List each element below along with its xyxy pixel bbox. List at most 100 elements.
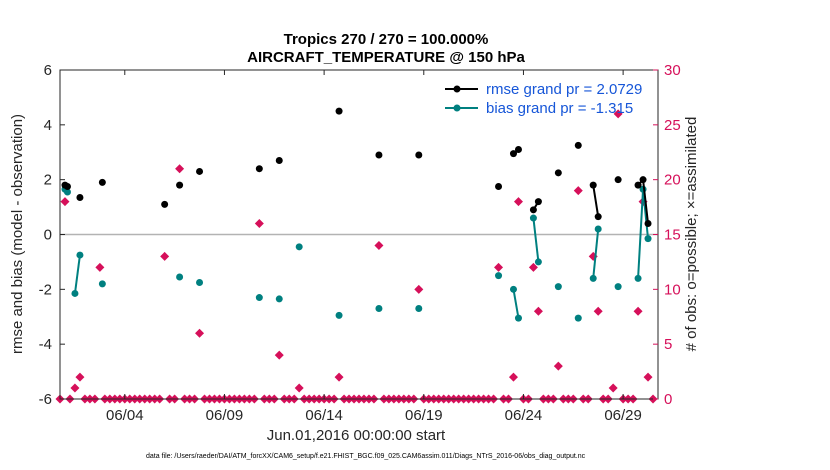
rmse-point — [514, 146, 522, 154]
x-tick-label: 06/14 — [305, 407, 343, 424]
obs-count-marker — [70, 383, 80, 393]
rmse-line — [592, 184, 600, 217]
data-file-footer: data file: /Users/raeder/DAI/ATM_forcXX/… — [146, 453, 586, 460]
rmse-point — [634, 181, 642, 189]
chart-title: Tropics 270 / 270 = 100.000% — [284, 31, 489, 48]
obs-count-marker — [528, 262, 538, 272]
rmse-point — [554, 169, 562, 177]
rmse-point — [644, 220, 652, 228]
obs-count-marker — [513, 197, 523, 207]
rmse-point — [594, 213, 602, 221]
x-tick-label: 06/09 — [206, 407, 244, 424]
y-tick-label: 0 — [44, 227, 52, 244]
obs-count-marker — [334, 372, 344, 382]
chart-subtitle: AIRCRAFT_TEMPERATURE @ 150 hPa — [247, 49, 525, 66]
bias-series — [61, 185, 652, 322]
y-tick-label: 4 — [44, 117, 52, 134]
obs-count-marker — [593, 306, 603, 316]
bias-line — [592, 228, 600, 279]
bias-point — [614, 283, 622, 291]
axis-ticks: -6 -4 -2 0 2 4 6 0 5 10 15 20 25 30 06/04 06/09 06/14 06/… — [39, 62, 681, 424]
legend-rmse-marker — [453, 85, 461, 93]
y2-tick-label: 0 — [664, 391, 672, 408]
legend: rmse grand pr = 2.0729 bias grand pr = -… — [445, 81, 642, 117]
rmse-point — [529, 206, 537, 214]
bias-point — [335, 311, 343, 319]
legend-bias-label: bias grand pr = -1.315 — [486, 100, 633, 117]
rmse-point — [196, 167, 204, 175]
obs-count-marker — [508, 372, 518, 382]
bias-point — [76, 251, 84, 259]
x-tick-label: 06/24 — [505, 407, 543, 424]
y-tick-label: -6 — [39, 391, 52, 408]
bias-point — [415, 305, 423, 313]
y2-tick-label: 5 — [664, 336, 672, 353]
y2-tick-label: 10 — [664, 281, 681, 298]
bias-point — [295, 243, 303, 251]
rmse-point — [98, 178, 106, 186]
rmse-point — [509, 150, 517, 158]
y-tick-label: -4 — [39, 336, 52, 353]
rmse-point — [639, 176, 647, 184]
rmse-series — [61, 107, 652, 228]
rmse-point — [335, 107, 343, 115]
obs-count-marker — [254, 219, 264, 229]
y2-tick-label: 15 — [664, 227, 681, 244]
rmse-point — [574, 141, 582, 149]
y-tick-label: 6 — [44, 62, 52, 79]
bias-point — [589, 274, 597, 282]
rmse-point — [534, 198, 542, 206]
obs-count-marker — [608, 383, 618, 393]
bias-line — [73, 254, 81, 294]
bias-point — [176, 273, 184, 281]
bias-point — [375, 305, 383, 313]
x-axis-label: Jun.01,2016 00:00:00 start — [267, 427, 446, 444]
bias-point — [196, 278, 204, 286]
bias-point — [534, 258, 542, 266]
rmse-point — [415, 151, 423, 159]
y2-tick-label: 20 — [664, 172, 681, 189]
plot-area: -6 -4 -2 0 2 4 6 0 5 10 15 20 25 30 06/04 06/09 06/14 06/… — [39, 62, 681, 424]
rmse-point — [275, 156, 283, 164]
obs-count-marker — [160, 251, 170, 261]
bias-point — [574, 314, 582, 322]
obs-count-series — [55, 109, 658, 404]
obs-count-marker — [414, 284, 424, 294]
obs-count-marker — [95, 262, 105, 272]
bias-point — [71, 289, 79, 297]
obs-count-marker — [195, 328, 205, 338]
bias-point — [529, 214, 537, 222]
bias-point — [509, 285, 517, 293]
obs-count-marker — [553, 361, 563, 371]
bias-point — [554, 283, 562, 291]
obs-count-marker — [294, 383, 304, 393]
obs-count-marker — [175, 164, 185, 174]
bias-point — [594, 225, 602, 233]
bias-point — [644, 235, 652, 243]
obs-count-marker — [60, 197, 70, 207]
rmse-point — [495, 183, 503, 191]
legend-rmse-label: rmse grand pr = 2.0729 — [486, 81, 642, 98]
x-tick-label: 06/29 — [604, 407, 642, 424]
y2-tick-label: 30 — [664, 62, 681, 79]
obs-count-marker — [494, 262, 504, 272]
y2-axis-label: # of obs: o=possible; ×=assimilated — [683, 117, 700, 352]
bias-point — [275, 295, 283, 303]
obs-count-marker — [613, 109, 623, 119]
obs-count-marker — [533, 306, 543, 316]
rmse-point — [176, 181, 184, 189]
rmse-point — [255, 165, 263, 173]
y-tick-label: 2 — [44, 172, 52, 189]
rmse-point — [76, 193, 84, 201]
bias-point — [255, 294, 263, 302]
bias-point — [63, 188, 71, 196]
rmse-point — [375, 151, 383, 159]
rmse-point — [161, 200, 169, 208]
obs-count-marker — [573, 186, 583, 196]
x-tick-label: 06/19 — [405, 407, 443, 424]
obs-count-marker — [274, 350, 284, 360]
obs-count-marker — [643, 372, 653, 382]
obs-count-marker — [374, 240, 384, 250]
rmse-point — [589, 181, 597, 189]
